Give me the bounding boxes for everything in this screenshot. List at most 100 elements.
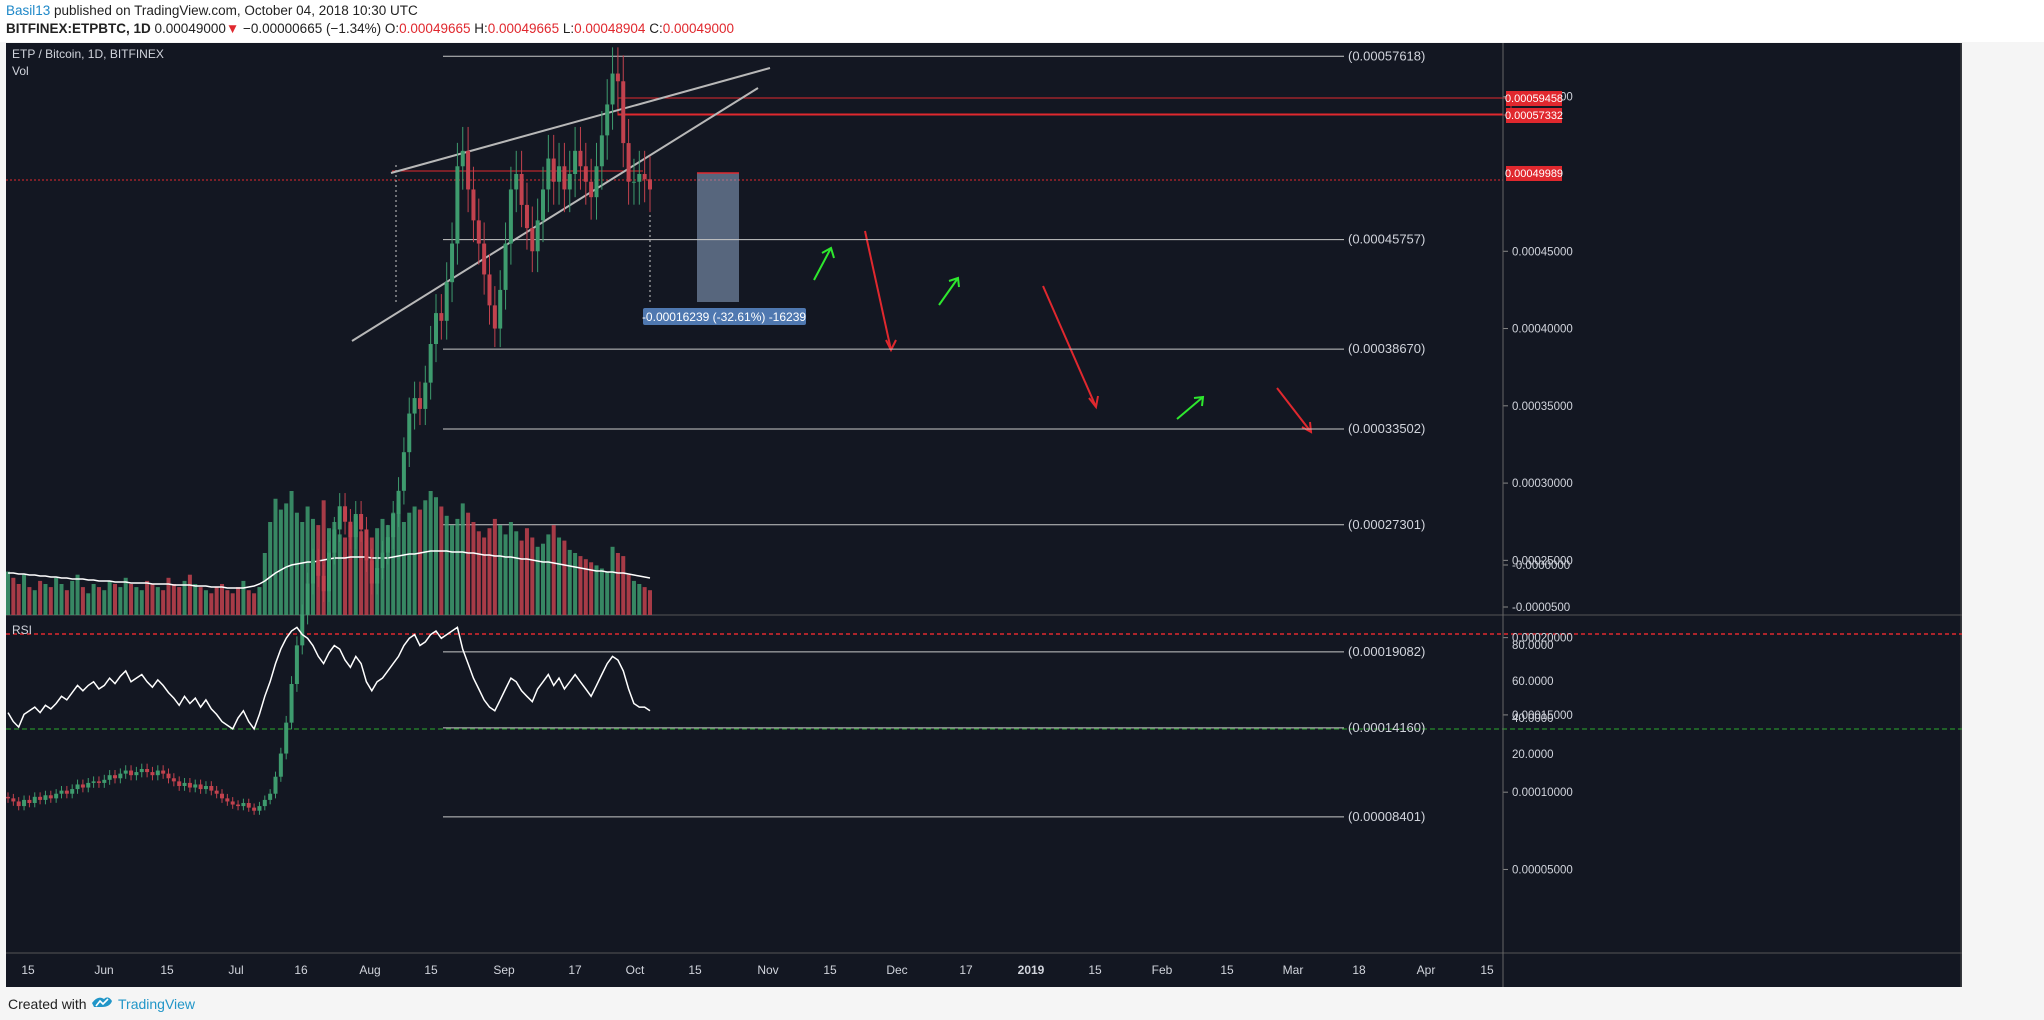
resistance-box[interactable] [617,97,1512,116]
candle-body [492,305,497,329]
candle [171,773,176,787]
price-tag-bg [1506,108,1562,123]
candle-body [535,220,540,252]
candle-body [626,143,631,182]
candle-body [16,801,21,807]
candle-body [391,514,396,538]
volume-bar [59,584,64,615]
price-axis-label: 0.00025000 [1512,555,1573,567]
candle [177,776,182,791]
candle-body [546,158,551,190]
time-axis-label: 15 [1220,963,1234,977]
candle [64,785,69,799]
candle [407,397,412,468]
volume-bar [385,525,390,615]
candle [337,493,342,542]
tradingview-link[interactable]: TradingView [118,996,196,1012]
candle [466,126,471,213]
candle-body [423,382,428,409]
candle-body [220,793,224,799]
candle [423,365,428,426]
volume-bar [594,565,599,615]
candle [615,47,620,108]
green-arrow-icon [813,247,832,281]
created-with-text: Created with [8,996,87,1012]
volume-bar [16,584,21,615]
chart-title: ETP / Bitcoin, 1D, BITFINEX [12,47,164,61]
volume-bar [567,549,572,615]
candle [113,770,117,784]
candle [535,198,540,273]
price-axis-label: 0.00020000 [1512,633,1573,645]
candle [434,294,438,363]
candle [482,222,487,295]
candle [514,150,519,213]
volume-bar [305,506,310,615]
author-link[interactable]: Basil13 [6,3,51,18]
candle-body [209,786,214,791]
candle-body [241,803,246,807]
candle-body [615,73,620,82]
chart-area[interactable]: (0.00057618) (0.00045757) (0.00038670) (0.0… [6,43,1962,987]
candle [503,222,508,310]
candle [86,777,91,793]
candle-body [225,798,230,802]
candle [380,540,385,580]
candle [262,795,267,811]
candle-body [38,796,43,800]
candle-body [214,790,219,794]
volume-bar [161,590,166,615]
volume-bar [278,509,283,615]
fib-level-label: (0.00014160) [1348,720,1425,735]
candle [203,781,208,794]
red-arrow-icon [864,230,892,351]
price-tags: 0.00059458 0.00057332 0.00049989 [1505,91,1563,181]
candle-body [155,770,160,776]
volume-bar [519,540,524,615]
tradingview-logo-icon[interactable] [90,993,114,1013]
candle-body [519,174,524,205]
price-chart[interactable]: (0.00057618) (0.00045757) (0.00038670) (0.0… [6,43,1962,987]
volume-bar [150,584,155,615]
candle-body [123,770,128,774]
time-axis-label: 15 [1088,963,1102,977]
time-axis-label: 17 [959,963,973,977]
candle [284,715,289,760]
volume-bar [573,553,578,615]
volume-bar [482,537,487,615]
candle [134,766,139,781]
candle-body [637,174,642,182]
candle-body [198,784,203,790]
candle [145,763,150,778]
candle-body [417,398,422,409]
candle-body [594,166,599,198]
candle-body [54,793,59,799]
candle-body [161,770,166,774]
volume-bar [64,590,69,615]
wedge-lower-trendline[interactable] [351,87,759,342]
candle-body [284,722,289,754]
wedge-upper-trendline[interactable] [390,67,771,174]
candle-body [583,166,588,182]
candle-body [551,158,556,182]
candle [166,768,171,784]
candle-body [444,282,449,321]
candle [369,548,374,595]
candle [150,766,155,781]
price-axis-label: -0.0000000 [1512,560,1570,572]
candle [107,770,112,785]
candle [530,206,535,273]
candle [439,294,444,340]
candle-body [648,179,652,190]
measure-label-bg[interactable] [643,308,806,325]
candle [294,636,299,692]
candle [155,765,160,781]
fib-level-label: (0.00038670) [1348,341,1425,356]
candle [198,779,203,794]
candle [102,774,107,788]
candle-body [401,452,406,491]
measure-box[interactable] [697,173,739,302]
time-axis-label: 15 [424,963,438,977]
candle-body [102,779,107,783]
volume-bar [27,587,32,615]
